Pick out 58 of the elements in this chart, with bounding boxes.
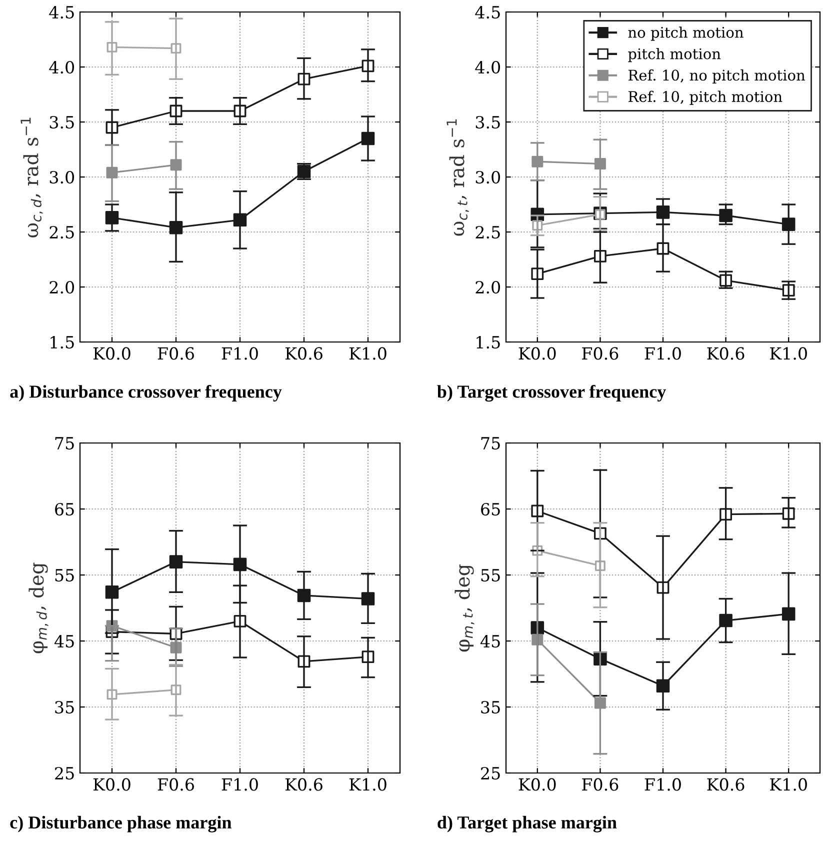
y-tick-label: 65: [55, 502, 74, 516]
x-tick-label: K0.0: [93, 778, 130, 791]
y-tick-label: 45: [480, 634, 500, 648]
legend-label: no pitch motion: [628, 26, 744, 41]
y-tick-label: 2.5: [50, 226, 74, 239]
x-tick-label: K0.0: [518, 778, 556, 791]
y-axis-title: φ$_{m,d}$, deg: [28, 562, 48, 654]
y-tick-label: 75: [55, 437, 74, 450]
y-axis-title: ω$_{c,t}$, rad s$^{−1}$: [446, 119, 469, 236]
x-tick-label: K0.6: [707, 778, 744, 791]
x-tick-label: K1.0: [349, 778, 386, 791]
x-tick-label: F0.6: [158, 778, 194, 791]
text: d) Target phase margin: [438, 816, 617, 832]
y-tick-label: 3.0: [50, 170, 74, 184]
x-tick-label: K0.6: [285, 778, 322, 791]
x-tick-label: F0.6: [582, 347, 618, 360]
y-tick-label: 35: [481, 700, 500, 714]
text: c) Disturbance phase margin: [10, 816, 232, 832]
y-tick-label: 25: [481, 766, 500, 780]
y-tick-label: 2.0: [476, 280, 500, 294]
x-tick-label: F0.6: [582, 778, 618, 791]
x-tick-label: K0.0: [518, 347, 556, 360]
y-tick-label: 55: [55, 569, 74, 582]
x-tick-label: K1.0: [770, 347, 807, 360]
legend-label: pitch motion: [628, 48, 721, 62]
x-tick-label: F1.0: [222, 778, 258, 791]
y-tick-label: 55: [481, 569, 500, 582]
y-tick-label: 65: [481, 502, 500, 516]
y-tick-label: 25: [55, 766, 74, 780]
text: b) Target crossover frequency: [437, 384, 666, 402]
y-tick-label: 4.0: [49, 60, 74, 74]
y-tick-label: 2.5: [476, 226, 500, 239]
y-tick-label: 3.5: [476, 116, 500, 129]
x-tick-label: F1.0: [644, 778, 681, 791]
y-tick-label: 1.5: [50, 336, 74, 349]
x-tick-label: K0.6: [285, 347, 322, 360]
y-tick-label: 3.5: [50, 116, 74, 129]
x-tick-label: F1.0: [222, 347, 258, 360]
y-tick-label: 4.5: [475, 6, 500, 19]
y-tick-label: 4.5: [49, 6, 74, 19]
x-tick-label: K0.0: [93, 347, 130, 360]
y-tick-label: 75: [481, 437, 500, 450]
y-axis-title: φ$_{m,t}$, deg: [454, 564, 474, 652]
y-tick-label: 35: [55, 700, 74, 714]
x-tick-label: F1.0: [644, 347, 681, 360]
y-tick-label: 3.0: [476, 170, 500, 184]
legend-label: Ref. 10, pitch motion: [628, 90, 782, 105]
y-tick-label: 45: [54, 634, 74, 648]
text: a) Disturbance crossover frequency: [10, 384, 282, 402]
legend-label: Ref. 10, no pitch motion: [628, 69, 806, 84]
y-tick-label: 2.0: [50, 280, 74, 294]
x-tick-label: K0.6: [707, 347, 744, 360]
y-axis-title: ω$_{c,d}$, rad s$^{−1}$: [20, 118, 43, 238]
x-tick-label: F0.6: [158, 347, 194, 360]
y-tick-label: 4.0: [475, 60, 500, 74]
x-tick-label: K1.0: [770, 778, 807, 791]
x-tick-label: K1.0: [349, 347, 386, 360]
y-tick-label: 1.5: [476, 336, 500, 349]
